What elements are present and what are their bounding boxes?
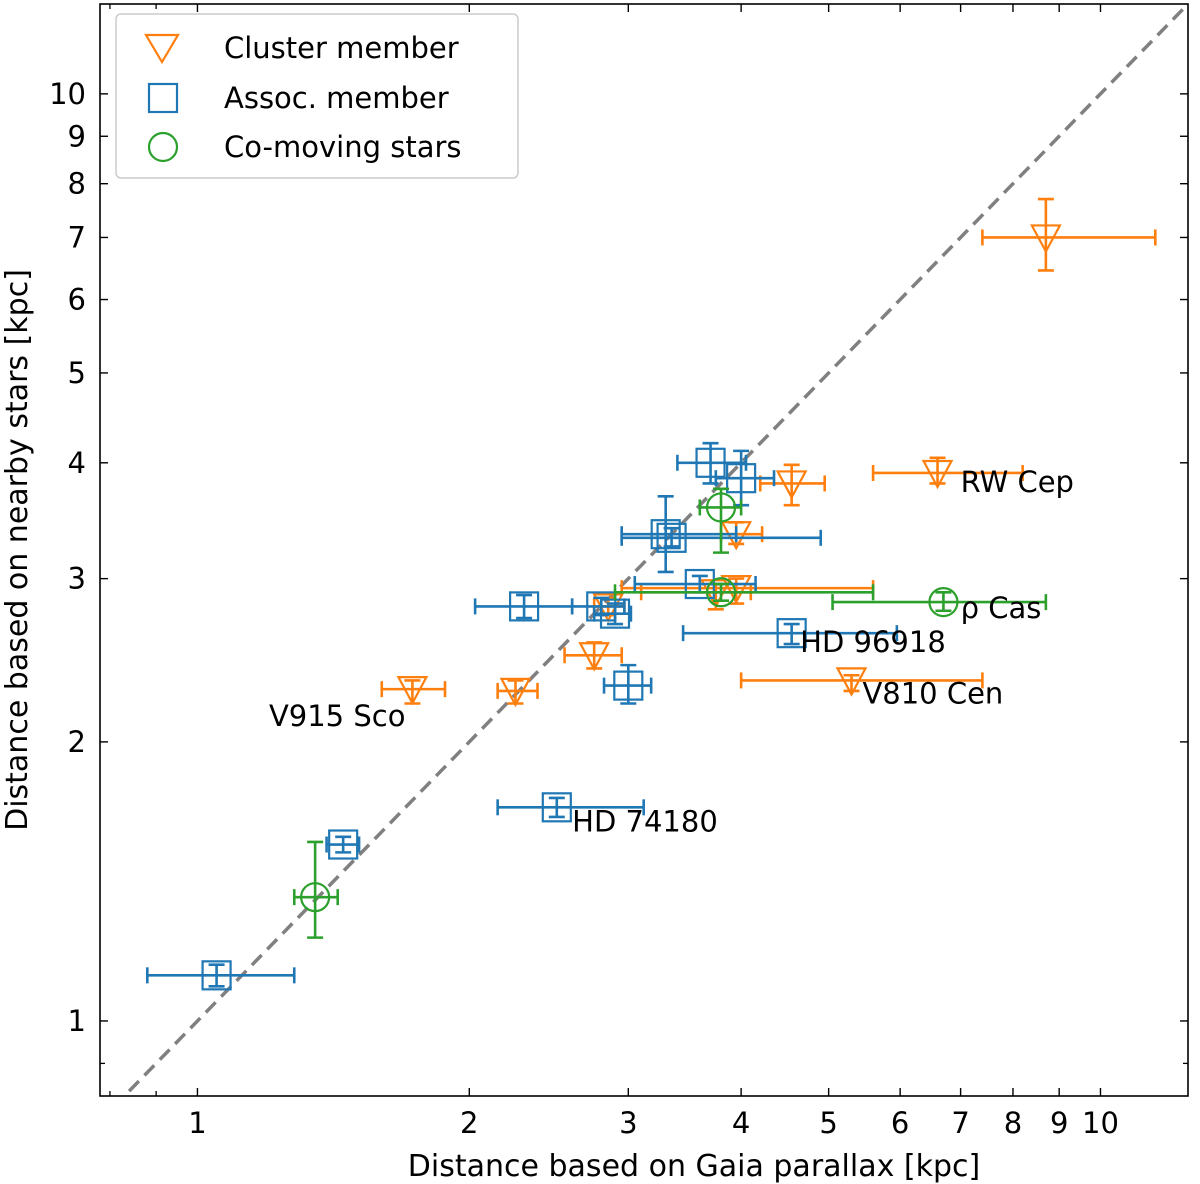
legend-item-co-moving: Co-moving stars bbox=[147, 130, 462, 164]
circle-marker bbox=[705, 492, 737, 523]
series-co-moving-stars bbox=[292, 487, 1048, 939]
legend: Cluster member Assoc. member Co-moving s… bbox=[115, 13, 519, 179]
square-marker bbox=[656, 522, 687, 553]
legend-box bbox=[115, 13, 519, 179]
star-label: V915 Sco bbox=[269, 699, 406, 733]
data-point bbox=[620, 575, 875, 605]
square-marker bbox=[726, 463, 757, 494]
data-point bbox=[496, 792, 645, 823]
legend-label-cluster: Cluster member bbox=[224, 31, 459, 65]
data-point bbox=[681, 618, 899, 649]
triangle-marker bbox=[578, 642, 611, 672]
square-marker bbox=[695, 447, 726, 478]
x-tick-label: 8 bbox=[1004, 1106, 1022, 1140]
x-axis-title: Distance based on Gaia parallax [kpc] bbox=[408, 1149, 980, 1184]
data-point bbox=[473, 591, 574, 622]
square-marker bbox=[541, 792, 572, 823]
legend-square-marker bbox=[147, 82, 179, 114]
square-marker bbox=[776, 618, 807, 649]
x-tick-label: 9 bbox=[1050, 1106, 1068, 1140]
circle-marker bbox=[928, 587, 959, 618]
data-point bbox=[676, 441, 748, 485]
data-point bbox=[592, 598, 633, 629]
data-point bbox=[831, 587, 1048, 618]
data-point bbox=[758, 463, 827, 507]
triangle-marker bbox=[775, 470, 808, 500]
data-point bbox=[563, 641, 624, 672]
star-label: RW Cep bbox=[961, 465, 1074, 499]
star-label: V810 Cen bbox=[862, 677, 1003, 711]
star-label: HD 96918 bbox=[800, 625, 946, 659]
circle-marker bbox=[300, 882, 331, 913]
square-marker bbox=[508, 591, 540, 622]
y-tick-label: 2 bbox=[68, 725, 86, 759]
star-label: ρ Cas bbox=[961, 591, 1042, 625]
triangle-marker bbox=[720, 575, 753, 605]
square-marker bbox=[650, 519, 681, 550]
y-tick-label: 9 bbox=[68, 119, 86, 153]
legend-label-assoc: Assoc. member bbox=[224, 81, 449, 115]
x-tick-label: 3 bbox=[619, 1106, 637, 1140]
triangle-marker bbox=[835, 667, 868, 697]
data-point bbox=[871, 456, 1024, 490]
one-to-one-reference-line bbox=[121, 4, 1188, 1096]
x-tick-label: 5 bbox=[819, 1106, 837, 1140]
legend-circle-marker bbox=[147, 131, 179, 163]
square-marker bbox=[613, 670, 644, 701]
x-tick-label: 4 bbox=[732, 1106, 750, 1140]
data-point bbox=[981, 197, 1157, 272]
square-marker bbox=[328, 829, 359, 860]
data-point bbox=[325, 829, 361, 860]
series-cluster-member bbox=[380, 197, 1157, 708]
data-point bbox=[613, 577, 875, 608]
y-tick-label: 1 bbox=[68, 1004, 86, 1038]
y-tick-label: 4 bbox=[68, 446, 86, 480]
data-point bbox=[602, 663, 653, 705]
data-point bbox=[620, 495, 738, 574]
triangle-marker bbox=[396, 676, 429, 706]
legend-label-comoving: Co-moving stars bbox=[224, 130, 462, 164]
data-point bbox=[380, 676, 447, 706]
triangle-marker bbox=[499, 677, 532, 708]
triangle-marker bbox=[1030, 224, 1062, 254]
data-point bbox=[570, 591, 626, 622]
data-point bbox=[739, 667, 984, 697]
y-tick-label: 7 bbox=[68, 220, 86, 254]
y-tick-label: 3 bbox=[68, 562, 86, 596]
y-tick-label: 5 bbox=[68, 356, 86, 390]
y-tick-label: 8 bbox=[68, 167, 86, 201]
x-tick-label: 2 bbox=[460, 1106, 478, 1140]
x-tick-label: 7 bbox=[951, 1106, 969, 1140]
star-label: HD 74180 bbox=[572, 805, 718, 839]
x-tick-label: 10 bbox=[1082, 1106, 1119, 1140]
square-marker bbox=[201, 960, 232, 991]
legend-item-cluster-member: Cluster member bbox=[144, 31, 459, 65]
data-point bbox=[698, 487, 743, 554]
triangle-marker bbox=[921, 459, 954, 490]
x-tick-label: 6 bbox=[891, 1106, 909, 1140]
y-tick-label: 10 bbox=[49, 77, 86, 111]
y-tick-label: 6 bbox=[68, 283, 86, 317]
circle-marker bbox=[705, 577, 737, 608]
legend-item-assoc-member: Assoc. member bbox=[147, 81, 449, 115]
data-point bbox=[496, 677, 539, 708]
y-axis-title: Distance based on nearby stars [kpc] bbox=[0, 269, 35, 831]
data-point bbox=[146, 960, 296, 991]
legend-triangle-marker bbox=[144, 33, 180, 65]
plot-frame bbox=[99, 3, 1189, 1097]
data-point bbox=[292, 840, 340, 939]
x-tick-label: 1 bbox=[188, 1106, 206, 1140]
series-assoc-member bbox=[146, 441, 899, 991]
